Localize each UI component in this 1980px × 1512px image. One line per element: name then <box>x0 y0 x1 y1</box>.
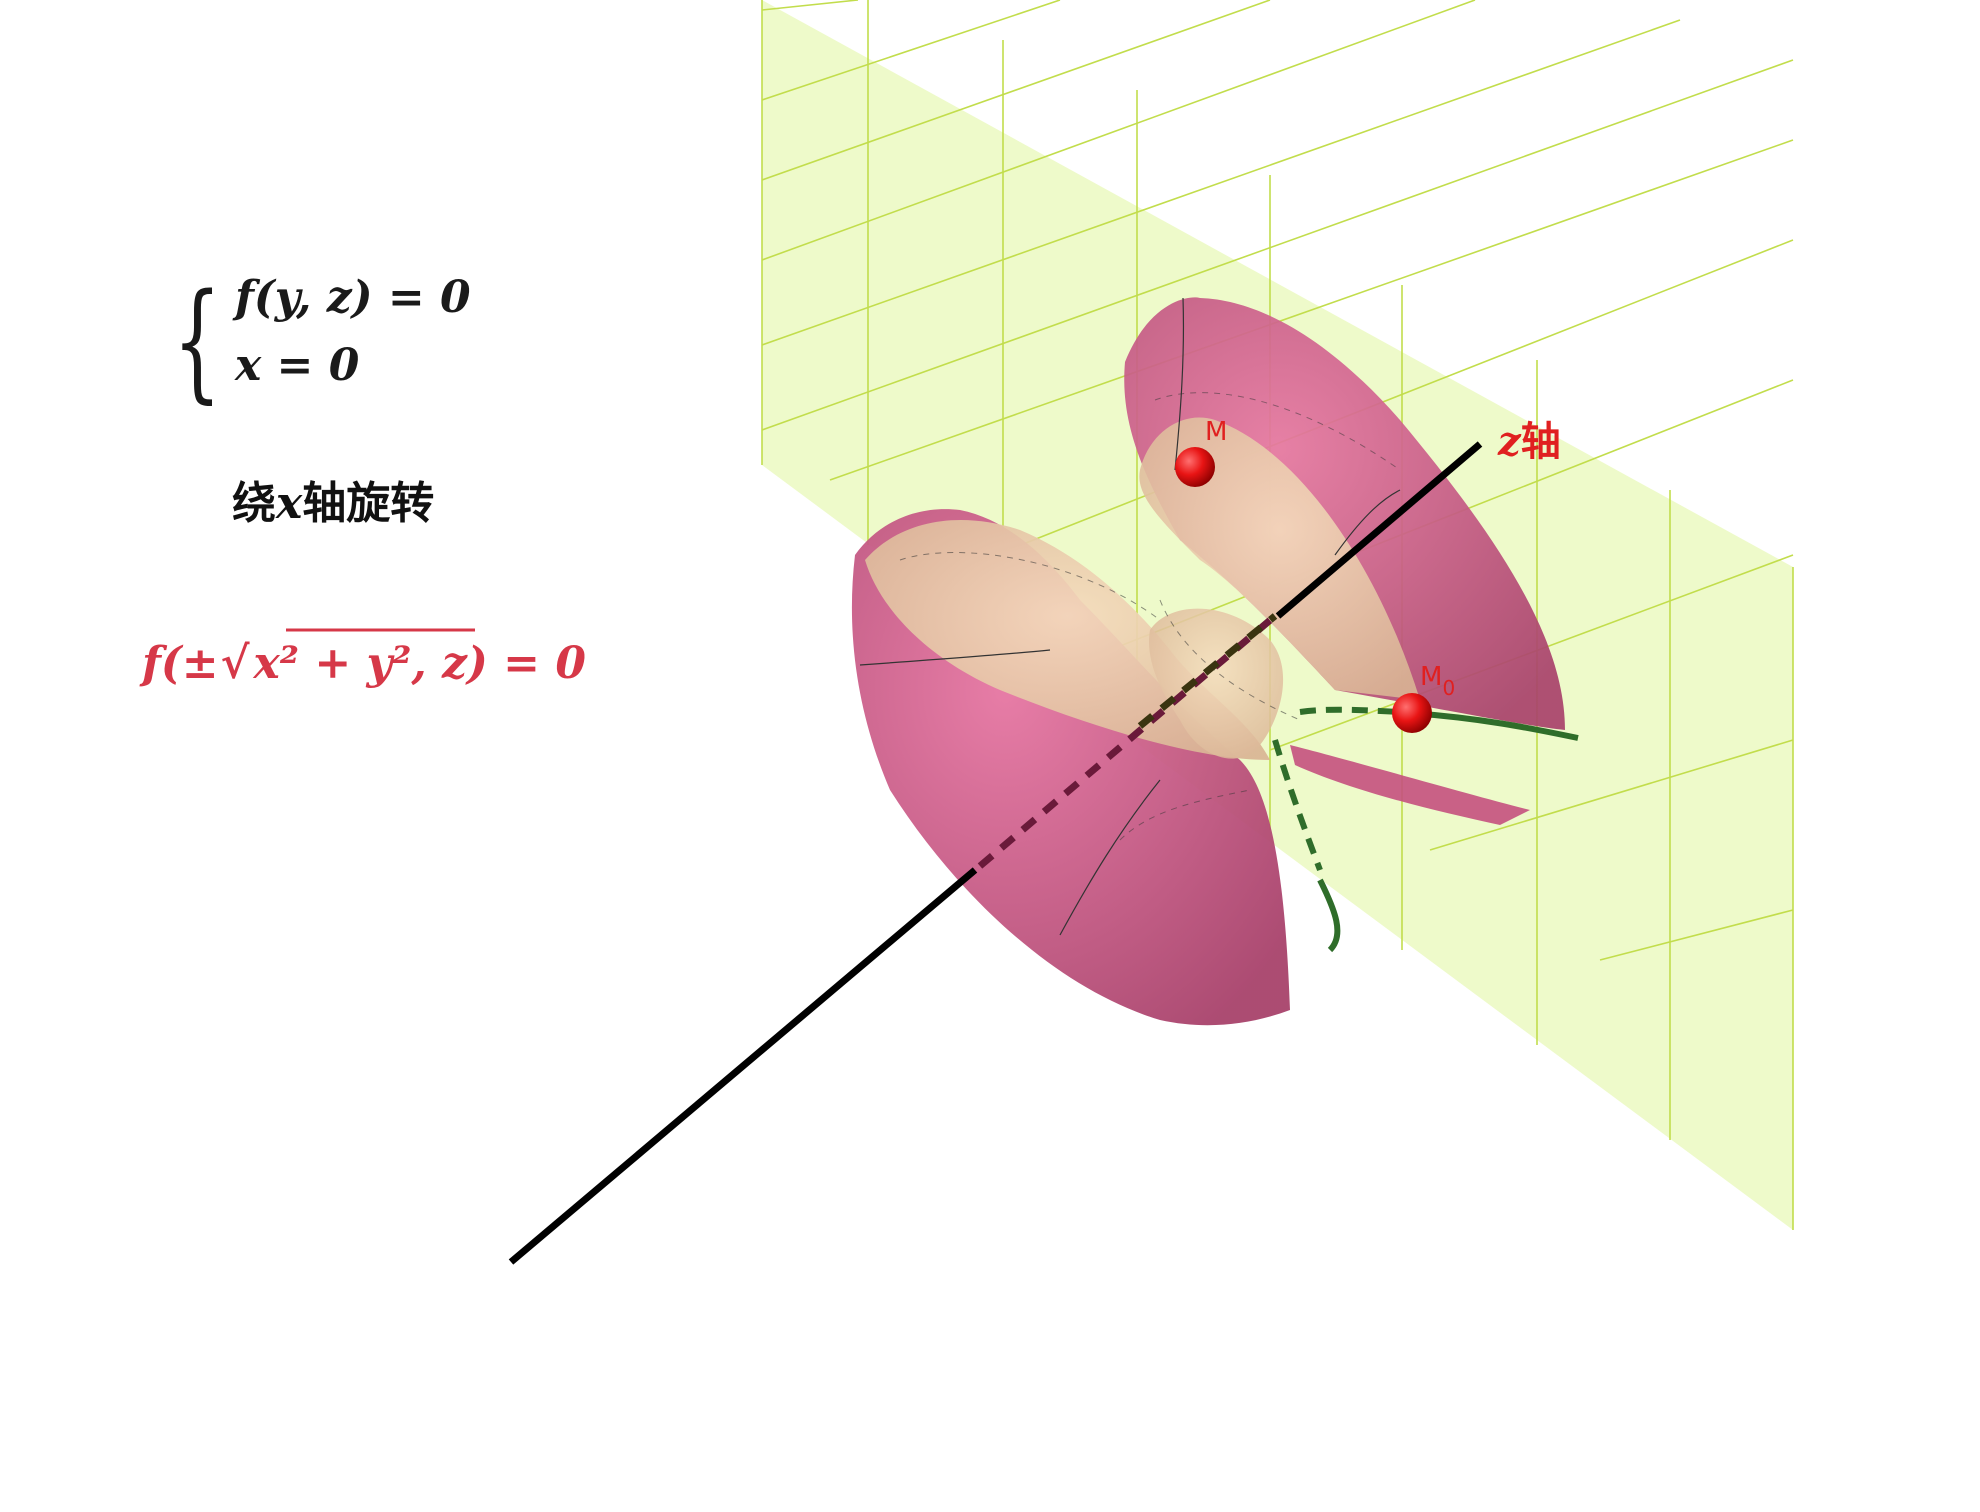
point-M0-label: M0 <box>1420 662 1455 700</box>
system-line1: f(y, z) = 0 <box>232 272 471 323</box>
system-brace: { <box>173 266 222 415</box>
z-axis-label: z轴 <box>1497 418 1561 465</box>
point-M0-marker[interactable] <box>1392 693 1432 733</box>
surface-far-flare <box>1124 297 1565 825</box>
point-M-marker[interactable] <box>1175 447 1215 487</box>
point-M-label: M <box>1205 417 1227 447</box>
result-formula: f(±√x² + y², z) = 0 <box>139 628 586 689</box>
equation-system: { f(y, z) = 0 x = 0 <box>173 266 471 415</box>
z-axis-visible <box>1275 441 1483 619</box>
axes <box>508 441 1483 1265</box>
z-axis-hidden <box>1137 613 1278 729</box>
generating-curve <box>1272 706 1579 953</box>
result-formula-text: f(±√x² + y², z) = 0 <box>139 638 586 689</box>
point-M0[interactable]: M0 <box>1392 662 1455 733</box>
x-axis-visible <box>508 867 978 1265</box>
point-M[interactable]: M <box>1175 417 1227 487</box>
x-axis-hidden <box>977 613 1278 869</box>
system-line2: x = 0 <box>234 340 360 391</box>
rotation-caption: 绕x轴旋转 <box>232 478 434 529</box>
